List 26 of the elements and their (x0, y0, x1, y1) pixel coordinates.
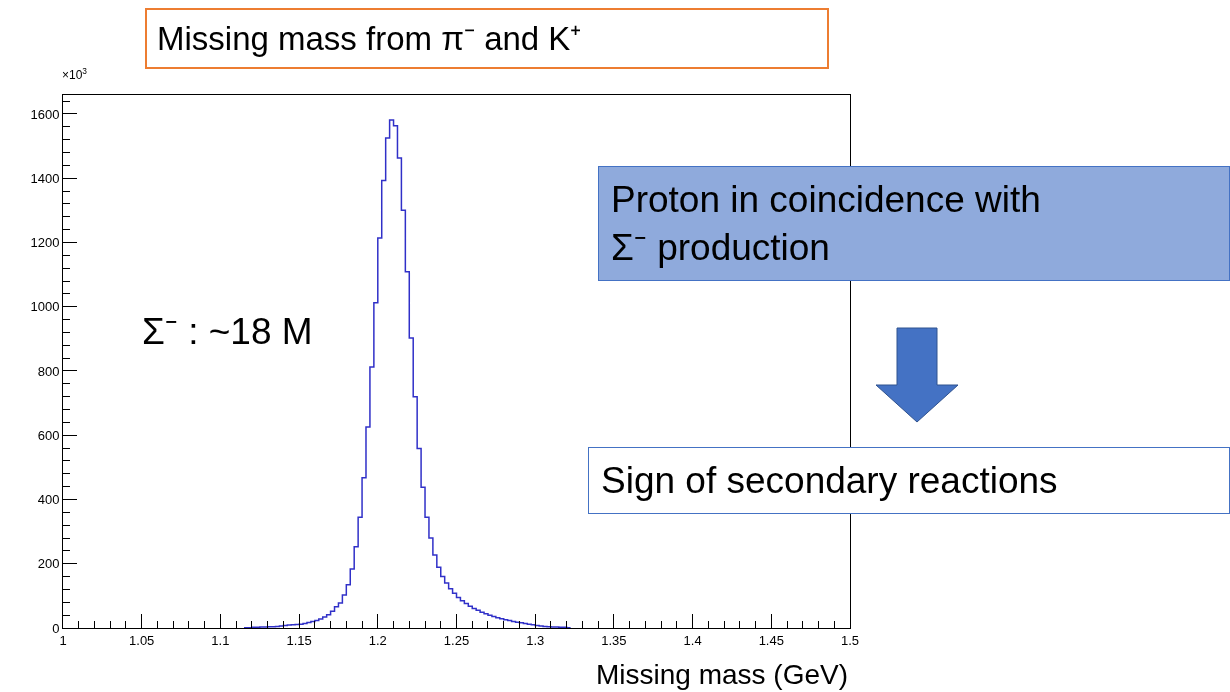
x-tick-label: 1.1 (211, 632, 230, 648)
x-tick-label: 1.15 (286, 632, 312, 648)
x-axis-title: Missing mass (GeV) (596, 659, 849, 690)
x-tick-label: 1.2 (368, 632, 387, 648)
y-tick-label: 0 (52, 620, 60, 636)
y-tick-label: 1400 (30, 170, 60, 186)
x-tick-label: 1.4 (683, 632, 702, 648)
y-tick-label: 1600 (30, 106, 60, 122)
x-tick-label: 1.5 (840, 632, 860, 648)
x-tick-label: 1.05 (129, 632, 155, 648)
x-tick-label: 1.35 (601, 632, 627, 648)
x-tick-label: 1 (59, 632, 67, 648)
x-tick-label: 1.3 (526, 632, 545, 648)
y-tick-label: 600 (37, 427, 60, 443)
y-tick-label: 1200 (30, 235, 60, 251)
annotation: Proton in coincidence with Σ⁻ production (611, 179, 1041, 269)
y-tick-label: 1000 (30, 299, 60, 315)
chart-title: Missing mass from π⁻ and K⁺ (157, 20, 582, 57)
x-tick-label: 1.25 (443, 632, 470, 648)
y-tick-label: 400 (37, 492, 60, 508)
x-tick-label: 1.45 (758, 632, 784, 648)
y-tick-label: 200 (37, 556, 60, 572)
annotation: Sign of secondary reactions (601, 460, 1058, 501)
y-tick-label: 800 (37, 363, 60, 379)
annotation: Σ⁻ : ~18 M (142, 311, 313, 352)
text: ×10$^{3}$ (62, 66, 88, 83)
